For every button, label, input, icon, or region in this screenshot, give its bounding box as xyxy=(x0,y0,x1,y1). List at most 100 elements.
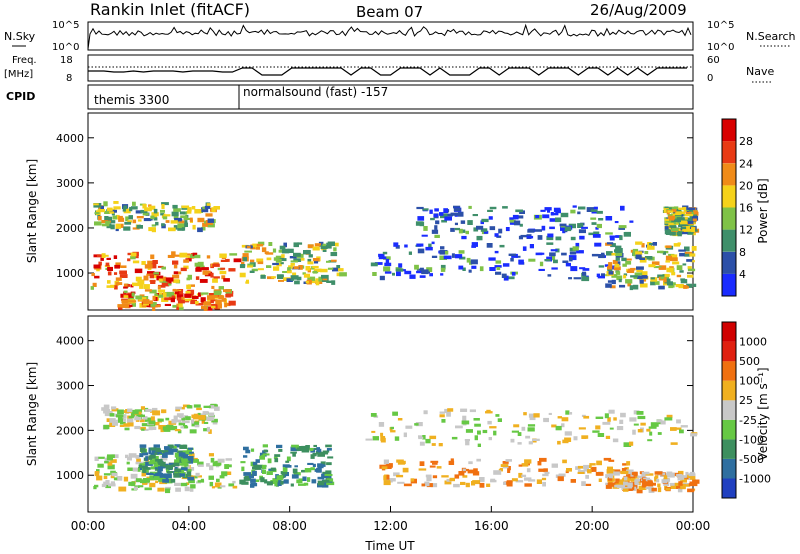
power-echo-cell xyxy=(176,293,184,298)
power-echo-cell xyxy=(440,264,446,270)
power-echo-cell xyxy=(458,265,464,270)
power-echo-cell xyxy=(147,260,154,265)
velocity-echo-cell xyxy=(94,456,99,461)
power-echo-cell xyxy=(605,283,612,288)
velocity-echo-cell xyxy=(307,462,314,465)
power-echo-cell xyxy=(132,282,140,287)
velocity-echo-cell xyxy=(252,479,260,482)
power-echo-cell xyxy=(172,279,180,283)
power-echo-cell xyxy=(635,241,643,245)
velocity-echo-cell xyxy=(301,447,310,453)
power-echo-cell xyxy=(468,205,472,209)
velocity-echo-cell xyxy=(273,456,278,459)
power-echo-cell xyxy=(582,268,590,271)
power-echo-cell xyxy=(458,250,465,254)
power-echo-cell xyxy=(692,283,697,287)
power-echo-cell xyxy=(199,279,208,283)
velocity-echo-cell xyxy=(157,471,162,477)
velocity-echo-cell xyxy=(116,476,123,481)
velocity-echo-cell xyxy=(525,435,531,439)
velocity-echo-cell xyxy=(126,461,130,465)
power-echo-cell xyxy=(288,265,293,269)
power-echo-cell xyxy=(172,289,179,292)
power-echo-cell xyxy=(646,245,655,250)
power-echo-cell xyxy=(607,266,613,270)
power-echo-cell xyxy=(458,228,463,234)
velocity-echo-cell xyxy=(557,440,561,445)
power-echo-cell xyxy=(607,280,616,283)
power-echo-cell xyxy=(472,214,478,217)
power-echo-cell xyxy=(439,250,448,255)
power-echo-cell xyxy=(677,231,682,237)
power-colorbar-tick-1: 8 xyxy=(739,246,746,259)
velocity-echo-cell xyxy=(208,453,214,457)
velocity-echo-cell xyxy=(103,473,110,476)
power-echo-cell xyxy=(509,219,516,223)
velocity-echo-cell xyxy=(650,422,659,427)
power-echo-cell xyxy=(210,272,214,278)
power-echo-cell xyxy=(179,252,188,258)
power-echo-cell xyxy=(519,210,525,214)
power-echo-cell xyxy=(552,212,559,216)
velocity-echo-cell xyxy=(171,464,175,467)
velocity-echo-cell xyxy=(634,482,640,486)
time-tick-label-4: 16:00 xyxy=(474,519,509,533)
velocity-echo-cell xyxy=(322,479,330,483)
velocity-echo-cell xyxy=(500,464,509,467)
power-echo-cell xyxy=(439,212,444,216)
power-echo-cell xyxy=(604,264,611,267)
velocity-echo-cell xyxy=(150,466,156,470)
velocity-echo-cell xyxy=(278,449,283,452)
power-echo-cell xyxy=(194,262,201,267)
velocity-echo-cell xyxy=(243,472,251,476)
power-echo-cell xyxy=(676,274,682,278)
velocity-echo-cell xyxy=(438,443,443,447)
power-echo-cell xyxy=(578,229,586,234)
power-echo-cell xyxy=(251,268,258,272)
power-echo-cell xyxy=(150,254,155,260)
velocity-echo-cell xyxy=(521,474,527,477)
power-echo-cell xyxy=(570,236,576,241)
power-echo-cell xyxy=(290,263,295,266)
velocity-echo-cell xyxy=(266,471,273,475)
velocity-echo-cell xyxy=(473,418,480,421)
nsearch-label: N.Search xyxy=(746,30,796,43)
power-echo-cell xyxy=(615,271,621,275)
velocity-echo-cell xyxy=(217,458,225,463)
power-echo-cell xyxy=(159,292,163,296)
velocity-echo-cell xyxy=(276,475,283,481)
power-echo-cell xyxy=(664,273,670,277)
power-echo-cell xyxy=(684,252,691,257)
velocity-colorbar-tick-6: -500 xyxy=(739,453,764,466)
nsky-label: N.Sky xyxy=(4,30,36,43)
power-echo-cell xyxy=(450,227,455,232)
velocity-echo-cell xyxy=(487,420,492,425)
velocity-echo-cell xyxy=(663,483,669,486)
velocity-echo-cell xyxy=(432,462,438,465)
power-echo-cell xyxy=(150,302,157,307)
velocity-echo-cell xyxy=(266,481,273,486)
velocity-echo-cell xyxy=(285,460,290,463)
velocity-echo-cell xyxy=(317,463,322,468)
power-echo-cell xyxy=(181,296,185,302)
velocity-echo-cell xyxy=(155,447,161,453)
velocity-echo-cell xyxy=(590,466,597,472)
power-echo-cell xyxy=(384,271,392,274)
velocity-echo-cell xyxy=(383,459,389,464)
power-echo-cell xyxy=(210,298,214,304)
power-echo-cell xyxy=(110,224,115,230)
velocity-echo-cell xyxy=(186,471,192,477)
velocity-echo-cell xyxy=(676,473,683,477)
power-echo-cell xyxy=(219,253,227,258)
velocity-echo-cell xyxy=(397,481,405,484)
power-echo-cell xyxy=(538,268,545,271)
velocity-echo-cell xyxy=(165,464,173,470)
velocity-echo-cell xyxy=(386,463,393,468)
velocity-echo-cell xyxy=(197,480,205,483)
velocity-echo-cell xyxy=(180,467,188,471)
power-echo-cell xyxy=(93,264,101,269)
time-tick-label-0: 00:00 xyxy=(71,519,106,533)
velocity-echo-cell xyxy=(676,419,681,424)
power-echo-cell xyxy=(185,253,191,256)
power-echo-cell xyxy=(639,257,647,263)
